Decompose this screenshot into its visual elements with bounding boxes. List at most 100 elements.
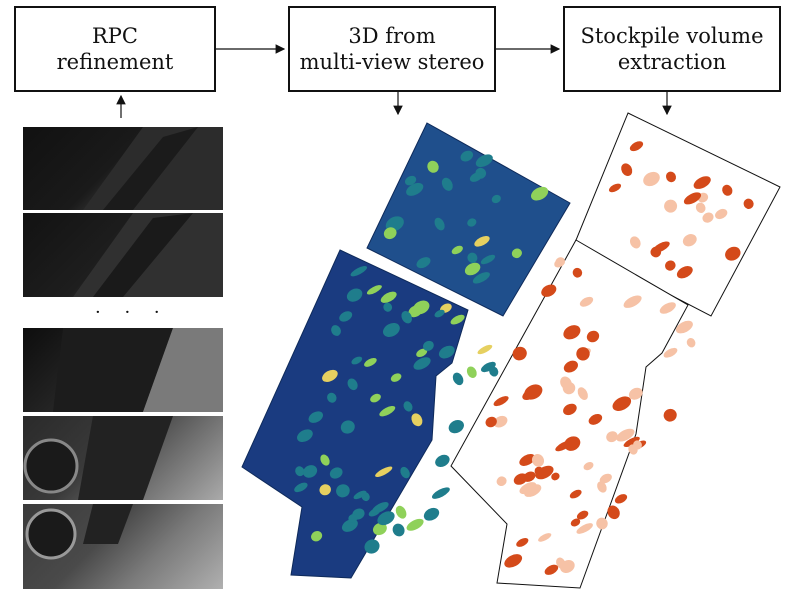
satellite-image-4 [23, 416, 223, 500]
dem-stockpile [475, 154, 493, 168]
volume-stockpile [700, 176, 710, 186]
dem-stockpile [353, 490, 367, 500]
volume-stockpile [577, 387, 588, 400]
dem-stockpile [474, 235, 490, 247]
dem-stockpile [448, 419, 464, 434]
volume-stockpile [683, 192, 702, 205]
volume-stockpile [675, 320, 693, 334]
satellite-image-5 [23, 504, 223, 589]
arrow-down-icon [393, 92, 672, 116]
dem-stockpile [327, 392, 337, 403]
dem-stockpile [377, 511, 395, 526]
dem-stockpile [450, 314, 465, 325]
volume-stockpile [722, 184, 733, 196]
volume-stockpile [551, 472, 560, 481]
dem-stockpile [340, 420, 355, 434]
dem-stockpile [406, 518, 424, 531]
dem-stockpile [466, 366, 477, 378]
stockpile-volume-line2: extraction [617, 50, 727, 74]
dem-stockpile [303, 465, 318, 478]
volume-stockpile [524, 484, 542, 497]
volume-stockpile [664, 260, 676, 271]
dem-stockpile [480, 254, 496, 265]
volume-stockpile [608, 183, 622, 193]
dem-stockpile [469, 172, 483, 182]
dem-stockpile [351, 356, 363, 365]
dem-stockpile [364, 357, 377, 367]
volume-stockpile [725, 246, 741, 261]
dem-stockpile [364, 539, 380, 554]
dem-stockpile [336, 484, 350, 498]
volume-stockpile [629, 236, 641, 249]
dem-stockpile [411, 413, 423, 427]
dem-stockpile [295, 466, 305, 477]
volume-stockpile [562, 381, 576, 395]
dem-stockpile [413, 357, 431, 370]
volume-stockpile [606, 431, 618, 443]
dem-stockpile [379, 405, 396, 417]
dem-stockpile [372, 502, 389, 514]
dem-upper-region [366, 122, 571, 317]
volume-stockpile [563, 360, 578, 373]
satellite-image-2 [23, 213, 223, 297]
dem-stockpile [416, 348, 428, 358]
volume-stockpile [628, 387, 643, 400]
volume-stockpile [563, 403, 577, 416]
dem-map [241, 122, 571, 579]
dem-stockpile [322, 369, 338, 382]
volume-stockpile [616, 428, 635, 442]
dem-stockpile [404, 175, 417, 186]
dem-stockpile [383, 227, 397, 240]
dem-stockpile [347, 378, 358, 391]
dem-stockpile [346, 288, 363, 302]
dem-stockpile [395, 505, 407, 519]
dem-stockpile [423, 507, 440, 521]
dem-stockpile [403, 401, 413, 412]
volume-stockpile [519, 454, 536, 466]
dem-stockpile [320, 454, 330, 466]
rpc-refinement-box: RPC refinement [14, 6, 216, 92]
dem-stockpile [434, 309, 445, 318]
volume-stockpile [583, 461, 594, 471]
dem-lower-region [241, 249, 469, 579]
volume-stockpile [623, 436, 640, 448]
dem-stockpile [491, 194, 501, 204]
volume-stockpile [663, 408, 677, 422]
rpc-refinement-line2: refinement [56, 50, 174, 74]
dem-stockpile [489, 366, 499, 377]
volume-stockpile [664, 199, 678, 213]
dem-stockpile [375, 466, 393, 478]
volume-stockpile [572, 267, 583, 278]
volume-stockpile [576, 523, 593, 534]
volume-stockpile [607, 505, 620, 520]
dem-stockpile [435, 454, 450, 467]
stockpile-volume-box: Stockpile volume extraction [563, 6, 781, 92]
dem-stockpile [392, 523, 405, 537]
dem-stockpiles [294, 150, 549, 554]
satellite-image-1 [23, 127, 223, 210]
volume-stockpile [614, 494, 628, 504]
stockpile-map [450, 112, 781, 589]
volume-stockpile [643, 171, 660, 187]
volume-stockpile [623, 295, 642, 308]
volume-stockpile [493, 396, 509, 407]
dem-stockpile [467, 252, 478, 263]
volume-stockpile [556, 557, 566, 569]
dem-stockpile [370, 393, 381, 403]
dem-stockpile [383, 302, 393, 312]
volume-stockpile [555, 440, 572, 452]
dem-stockpile [472, 272, 490, 284]
volume-stockpile [554, 258, 565, 268]
dem-stockpile [329, 467, 343, 479]
dem-stockpile [339, 311, 353, 322]
volume-stockpile [621, 163, 633, 177]
volume-stockpile [743, 198, 754, 209]
volume-stockpile [676, 266, 693, 279]
volume-stockpile [564, 436, 581, 451]
volume-stockpile [633, 440, 642, 450]
dem-stockpile [427, 160, 439, 173]
dem-stockpile [416, 257, 431, 269]
dem-stockpile [477, 344, 493, 355]
volume-stockpile [579, 296, 594, 307]
dem-stockpile [311, 531, 323, 542]
